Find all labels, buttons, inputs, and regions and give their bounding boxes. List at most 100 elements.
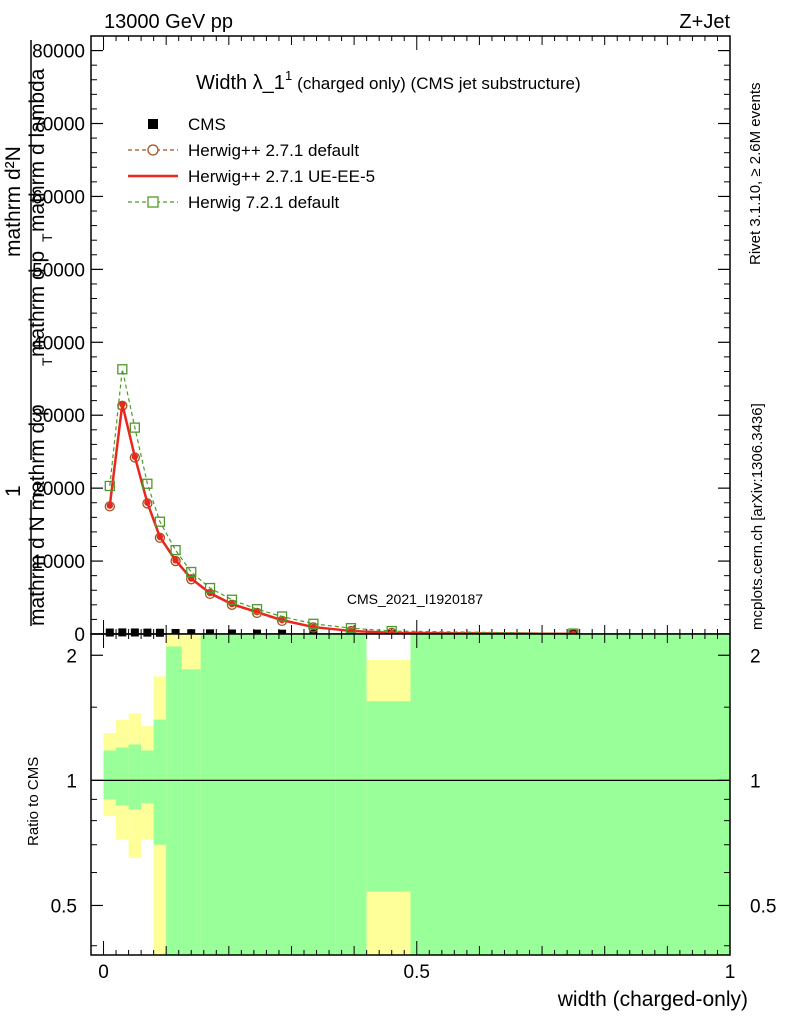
ratio-ylabel: Ratio to CMS	[25, 757, 42, 846]
ratio-band-gap	[366, 634, 411, 660]
ratio-ytick-label-right: 0.5	[750, 896, 776, 917]
ratio-ytick-label-right: 2	[750, 646, 761, 667]
ylabel-denominator-3: mathrm d lambda	[26, 68, 49, 232]
series-marker	[204, 588, 216, 600]
main-ytick-label: 60000	[32, 187, 85, 208]
ratio-band-green	[141, 750, 154, 804]
main-axis-ticks	[91, 36, 731, 635]
main-panel: 0 10000 20000 30000 40000 50000 60000 70000 8000…	[2, 35, 731, 646]
series-marker	[131, 453, 139, 460]
ylabel-subscript-T-2: T	[39, 233, 55, 242]
xtick-label: 0	[98, 962, 109, 983]
series-marker	[117, 364, 128, 375]
cms-point	[130, 628, 139, 637]
main-ytick-label: 0	[74, 625, 85, 646]
ratio-band-green	[181, 669, 201, 955]
cms-point	[187, 629, 196, 638]
ratio-axis-ticks	[91, 634, 731, 955]
main-ytick-label: 20000	[32, 479, 85, 500]
cms-point	[105, 628, 114, 637]
main-series-group	[104, 364, 579, 640]
ratio-band-green-top	[304, 634, 336, 639]
series-marker	[104, 480, 115, 492]
series-marker	[308, 618, 319, 629]
series-marker	[310, 623, 317, 631]
plot-title-sub: (charged only) (CMS jet substructure)	[297, 74, 580, 93]
cms-point	[155, 628, 164, 637]
series-marker	[253, 608, 261, 616]
ylabel-subscript-T-1: T	[39, 357, 55, 366]
legend-label: Herwig++ 2.7.1 default	[188, 141, 359, 160]
series-marker	[276, 611, 288, 622]
legend-label: Herwig++ 2.7.1 UE-EE-5	[188, 167, 375, 186]
series-marker	[278, 616, 286, 624]
series-line	[108, 403, 574, 636]
header-right: Z+Jet	[679, 11, 730, 33]
series-marker	[170, 544, 181, 556]
plot-title-sup: 1	[285, 68, 292, 83]
main-ytick-label: 30000	[32, 406, 85, 427]
cms-point	[118, 628, 127, 637]
xtick-labels: 0 0.5 1	[98, 962, 735, 983]
main-ytick-label: 10000	[32, 552, 85, 573]
header-left: 13000 GeV pp	[104, 11, 233, 33]
series-line	[109, 369, 574, 635]
series-line	[109, 405, 574, 635]
ratio-band-green	[304, 634, 336, 955]
main-frame	[90, 35, 731, 635]
series-marker	[226, 594, 238, 605]
ratio-band-green	[128, 744, 142, 810]
ratio-band-green	[335, 634, 367, 955]
ylabel-numerator: mathrm d²N	[2, 146, 25, 257]
mcplots-label: mcplots.cern.ch [arXiv:1306.3436]	[749, 403, 766, 630]
series-marker	[144, 499, 151, 506]
ratio-band-green	[366, 701, 411, 892]
series-marker	[170, 555, 181, 567]
series-marker	[345, 623, 357, 634]
xaxis-label: width (charged-only)	[557, 988, 748, 1011]
legend-marker	[147, 144, 159, 156]
legend-entry: Herwig++ 2.7.1 UE-EE-5	[128, 167, 375, 186]
series-marker	[129, 422, 141, 433]
series-marker	[172, 557, 179, 564]
legend-entry: Herwig 7.2.1 default	[128, 193, 339, 212]
series-1	[104, 400, 579, 640]
series-2	[106, 401, 577, 638]
legend-label: Herwig 7.2.1 default	[188, 193, 339, 212]
plot-title-main: Width λ_1	[196, 72, 285, 94]
cms-point	[143, 628, 152, 637]
series-marker	[204, 582, 216, 594]
series-marker	[251, 604, 263, 615]
ratio-panel: 0.5 0.51 12 2 0 0.5 1 Ratio to CMS width (cha…	[25, 633, 777, 1011]
xtick-label: 0.5	[404, 962, 430, 983]
rivet-label: Rivet 3.1.10, ≥ 2.6M events	[747, 83, 764, 266]
series-marker	[119, 401, 126, 408]
analysis-watermark: CMS_2021_I1920187	[347, 591, 483, 607]
legend-entry: CMS	[148, 115, 226, 134]
legend-entry: Herwig++ 2.7.1 default	[128, 141, 359, 160]
series-marker	[186, 566, 197, 578]
ratio-band-green	[103, 750, 117, 800]
main-ylabel: 1 mathrm d N mathrm d p mathrm d²N mathr…	[2, 40, 55, 626]
main-ytick-label: 80000	[32, 42, 85, 63]
ratio-bands	[103, 634, 730, 955]
ratio-band-green	[116, 747, 129, 806]
ratio-ytick-label-right: 1	[750, 771, 761, 792]
plot-title: Width λ_11 (charged only) (CMS jet substr…	[196, 68, 581, 94]
series-marker	[106, 502, 113, 509]
legend-marker	[147, 196, 159, 208]
series-marker	[154, 532, 166, 543]
main-ytick-label: 40000	[32, 333, 85, 354]
legend-marker	[148, 119, 158, 129]
legend-label: CMS	[188, 115, 226, 134]
ratio-band-green	[410, 634, 730, 955]
ratio-ytick-labels: 0.5 0.5 1 1 2 2	[51, 646, 777, 917]
ylabel-denominator-1: mathrm d N mathrm d p	[26, 404, 49, 626]
series-3	[104, 364, 579, 639]
series-marker	[186, 574, 197, 585]
series-marker	[156, 533, 164, 541]
ylabel-one: 1	[2, 485, 25, 497]
main-ytick-labels: 0 10000 20000 30000 40000 50000 60000 70000 8000…	[32, 42, 85, 646]
cms-point	[171, 628, 180, 637]
